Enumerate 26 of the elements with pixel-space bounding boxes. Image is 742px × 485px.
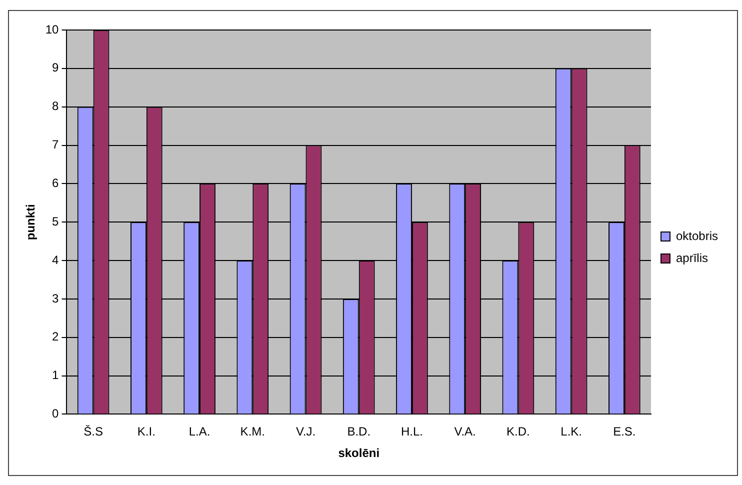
- x-tick-label: K.I.: [137, 424, 156, 439]
- x-tick-label: L.A.: [188, 424, 210, 439]
- x-axis-title: skolēni: [338, 446, 380, 460]
- y-tick-label: 7: [52, 138, 60, 152]
- y-tick-label: 10: [45, 22, 60, 36]
- y-tick-label: 6: [52, 176, 60, 190]
- y-axis-title: punkti: [24, 204, 38, 240]
- x-tick-label: K.D.: [506, 424, 530, 439]
- x-tick-label: E.S.: [613, 424, 636, 439]
- y-tick-label: 4: [52, 252, 60, 267]
- y-tick-label: 1: [52, 368, 60, 382]
- x-tick-label: L.K.: [560, 424, 582, 439]
- y-tick-label: 8: [52, 99, 60, 114]
- x-tick-label: H.L.: [400, 424, 423, 439]
- y-tick-label: 9: [52, 60, 60, 75]
- x-tick-label: K.M.: [240, 424, 265, 439]
- legend-label: aprīlis: [676, 250, 708, 265]
- x-tick-label: V.J.: [296, 424, 316, 439]
- y-tick-label: 0: [52, 406, 60, 421]
- x-tick-label: B.D.: [347, 424, 371, 439]
- legend-label: oktobris: [676, 228, 718, 243]
- y-tick-label: 5: [52, 214, 60, 228]
- x-tick-label: Š.S: [84, 424, 103, 439]
- y-tick-label: 2: [52, 330, 60, 344]
- y-tick-label: 3: [52, 291, 60, 306]
- x-tick-label: V.A.: [454, 424, 476, 439]
